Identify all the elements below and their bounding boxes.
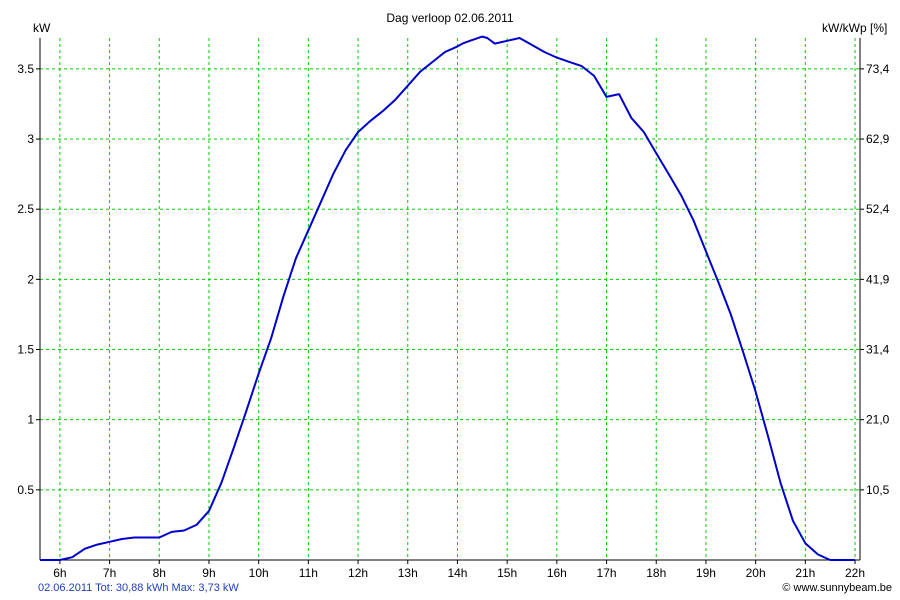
x-tick-label: 13h (398, 566, 418, 580)
chart-title: Dag verloop 02.06.2011 (386, 11, 514, 25)
y2-tick-label: 52,4 (866, 202, 890, 216)
x-tick-label: 6h (53, 566, 66, 580)
y-tick-label: 0.5 (17, 483, 34, 497)
y-tick-label: 2.5 (17, 202, 34, 216)
y-axis-label: kW (33, 21, 51, 35)
x-tick-label: 17h (597, 566, 617, 580)
x-tick-label: 16h (547, 566, 567, 580)
y2-tick-label: 62,9 (866, 132, 890, 146)
x-tick-label: 14h (447, 566, 467, 580)
series-line (40, 35, 855, 561)
x-tick-label: 12h (348, 566, 368, 580)
x-tick-label: 7h (103, 566, 116, 580)
x-tick-label: 19h (696, 566, 716, 580)
y-tick-label: 3 (27, 132, 34, 146)
y2-tick-label: 21,0 (866, 413, 890, 427)
x-tick-label: 9h (202, 566, 215, 580)
y-tick-label: 2 (27, 272, 34, 286)
y2-tick-label: 41,9 (866, 272, 890, 286)
x-tick-label: 22h (845, 566, 865, 580)
y-tick-label: 3.5 (17, 62, 34, 76)
footer-summary: 02.06.2011 Tot: 30,88 kWh Max: 3,73 kW (38, 582, 239, 594)
x-tick-label: 11h (299, 566, 318, 580)
x-tick-label: 8h (153, 566, 166, 580)
x-tick-label: 18h (646, 566, 666, 580)
y-tick-label: 1 (27, 413, 34, 427)
x-tick-label: 20h (746, 566, 766, 580)
y-tick-label: 1.5 (17, 343, 34, 357)
y2-axis-label: kW/kWp [%] (822, 21, 887, 35)
y2-tick-label: 31,4 (866, 343, 890, 357)
y2-tick-label: 10,5 (866, 483, 890, 497)
footer-credit: © www.sunnybeam.be (782, 582, 892, 594)
x-tick-label: 10h (249, 566, 269, 580)
x-tick-label: 21h (795, 566, 815, 580)
x-tick-label: 15h (497, 566, 517, 580)
y2-tick-label: 73,4 (866, 62, 890, 76)
